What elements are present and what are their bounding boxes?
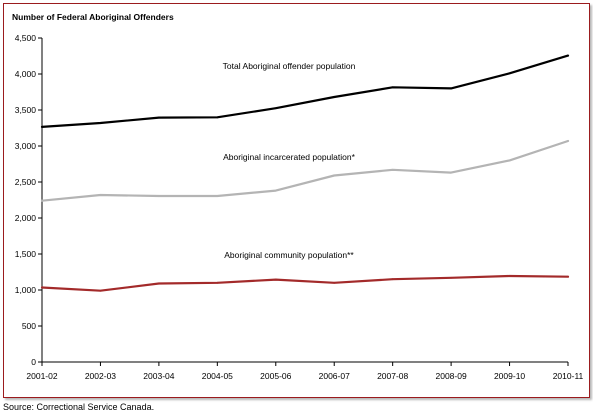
y-tick-label: 4,000: [15, 69, 37, 79]
line-chart: Number of Federal Aboriginal Offenders 0…: [12, 12, 584, 381]
data-point: [216, 281, 219, 284]
series-lines: [40, 54, 570, 292]
series-label: Aboriginal community population**: [224, 250, 354, 260]
data-point: [41, 286, 43, 289]
x-tick-label: 2002-03: [85, 371, 116, 381]
data-point: [99, 194, 102, 196]
data-point: [508, 72, 511, 75]
series-line: [40, 139, 570, 202]
data-point: [216, 116, 219, 119]
data-point: [216, 195, 219, 197]
data-point: [450, 171, 453, 174]
data-point: [99, 289, 102, 292]
series-labels: Total Aboriginal offender population Abor…: [223, 61, 356, 260]
data-point: [567, 54, 569, 57]
x-tick-label: 2003-04: [143, 371, 174, 381]
y-tick-label: 3,500: [15, 105, 37, 115]
data-point: [274, 189, 277, 192]
x-tick-label: 2001-02: [26, 371, 57, 381]
y-tick-label: 3,000: [15, 141, 37, 151]
data-point: [333, 174, 336, 177]
data-point: [391, 86, 394, 89]
y-tick-label: 1,500: [15, 249, 37, 259]
chart-title: Number of Federal Aboriginal Offenders: [12, 12, 174, 22]
y-axis: 0 500 1,000 1,500 2,000 2,500 3,000 3,500 4,000 4…: [15, 33, 43, 367]
data-point: [333, 96, 336, 98]
data-point: [99, 122, 102, 124]
series-label: Aboriginal incarcerated population*: [223, 152, 356, 162]
x-tick-label: 2009-10: [494, 371, 525, 381]
data-point: [391, 278, 394, 281]
data-point: [41, 126, 43, 128]
x-tick-label: 2006-07: [319, 371, 350, 381]
source-note: Source: Correctional Service Canada.: [3, 402, 155, 412]
x-tick-label: 2010-11: [553, 371, 584, 381]
data-point: [157, 195, 160, 197]
data-point: [391, 168, 394, 171]
y-tick-label: 1,000: [15, 285, 37, 295]
x-tick-label: 2004-05: [202, 371, 233, 381]
x-axis: 2001-02 2002-03 2003-04 2004-05 2005-06 2006-…: [26, 361, 584, 381]
series-line: [40, 54, 570, 129]
data-point: [274, 278, 277, 281]
y-tick-label: 2,000: [15, 213, 37, 223]
data-point: [567, 275, 569, 278]
x-tick-label: 2005-06: [260, 371, 291, 381]
series-label: Total Aboriginal offender population: [223, 61, 356, 71]
series-line: [40, 274, 570, 292]
chart-frame: Number of Federal Aboriginal Offenders 0…: [3, 3, 590, 398]
data-point: [567, 140, 569, 142]
data-point: [450, 87, 453, 90]
x-tick-label: 2008-09: [436, 371, 467, 381]
data-point: [508, 159, 511, 162]
data-point: [450, 276, 453, 279]
data-point: [333, 281, 336, 284]
data-point: [41, 199, 43, 202]
data-point: [508, 275, 511, 277]
data-point: [157, 116, 160, 119]
x-tick-label: 2007-08: [377, 371, 408, 381]
data-point: [274, 107, 277, 110]
y-tick-label: 500: [22, 321, 36, 331]
y-tick-label: 2,500: [15, 177, 37, 187]
y-tick-label: 4,500: [15, 33, 37, 43]
y-tick-label: 0: [31, 357, 36, 367]
data-point: [157, 282, 160, 285]
